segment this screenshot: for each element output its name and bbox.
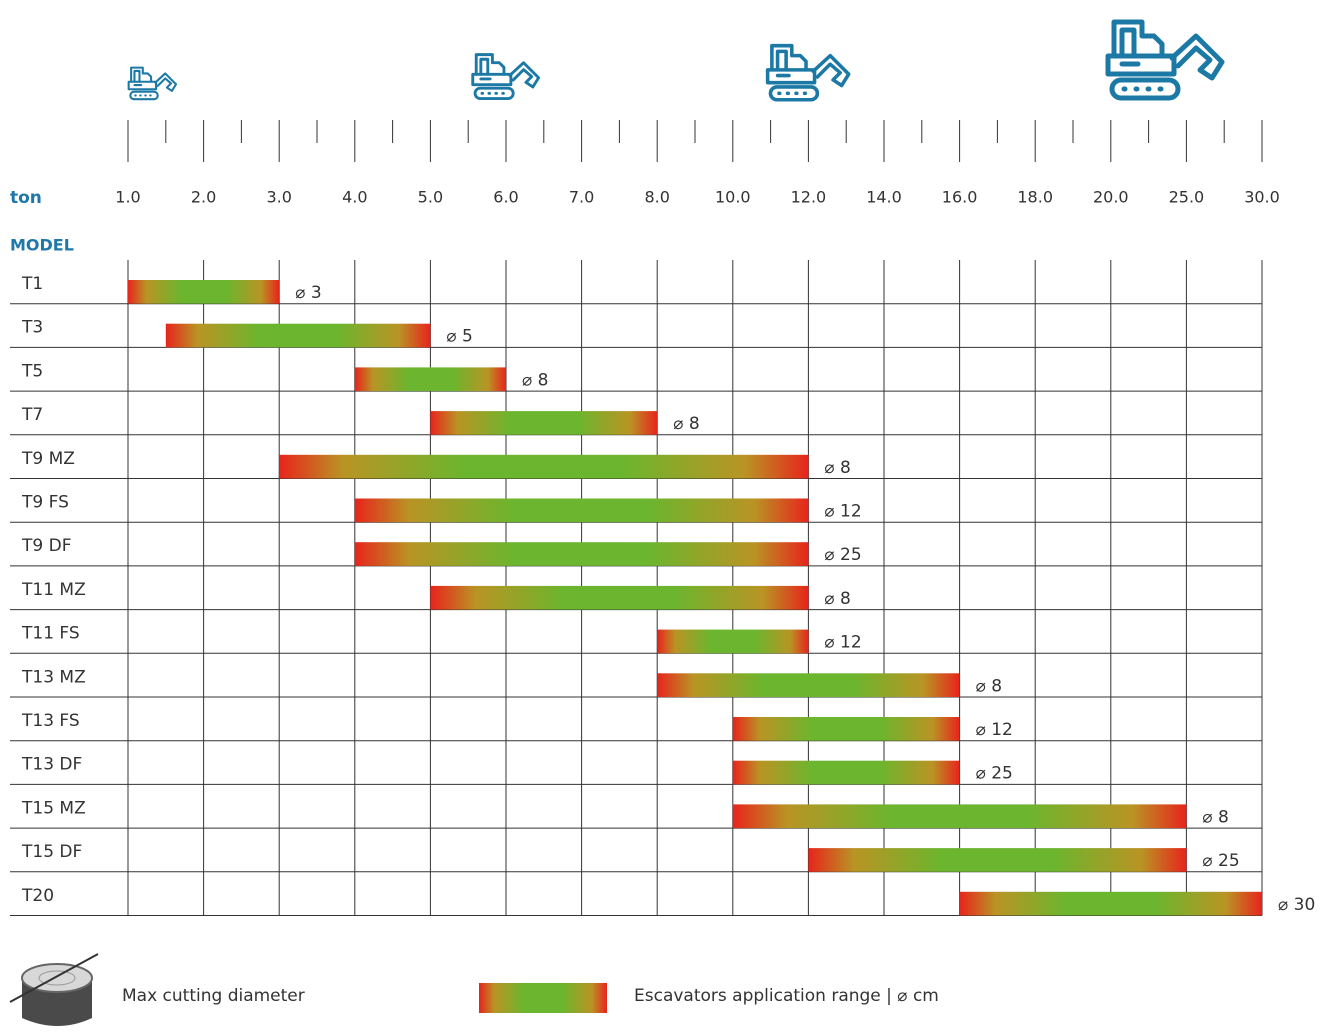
x-tick-label: 25.0 (1169, 188, 1205, 207)
diameter-label: ⌀ 8 (824, 458, 850, 478)
y-tick-label: T9 FS (21, 493, 69, 513)
y-tick-label: T20 (21, 886, 54, 906)
y-tick-label: T5 (21, 361, 43, 381)
range-bar (279, 454, 809, 479)
diameter-label: ⌀ 8 (976, 676, 1002, 696)
x-tick-label: 18.0 (1017, 188, 1053, 207)
y-tick-label: T13 MZ (21, 667, 86, 687)
x-tick-label: 16.0 (942, 188, 978, 207)
y-tick-label: T7 (21, 405, 43, 425)
diameter-label: ⌀ 12 (824, 633, 861, 653)
y-tick-label: T13 FS (21, 711, 80, 731)
range-bar (128, 280, 280, 304)
diameter-label: ⌀ 5 (446, 327, 472, 347)
diameter-label: ⌀ 8 (522, 370, 548, 390)
diameter-label: ⌀ 8 (1202, 807, 1228, 827)
y-axis-title: MODEL (10, 236, 74, 255)
x-tick-label: 1.0 (115, 188, 140, 207)
diameter-label: ⌀ 25 (1202, 851, 1239, 871)
excavator-icon (127, 66, 178, 101)
range-bar (732, 760, 960, 785)
range-bar (959, 891, 1262, 916)
legend-label: Max cutting diameter (122, 986, 305, 1006)
range-bar (657, 629, 809, 654)
legend-swatch (479, 983, 607, 1013)
x-tick-label: 30.0 (1244, 188, 1280, 207)
y-tick-label: T11 MZ (21, 580, 86, 600)
y-tick-label: T9 MZ (21, 449, 75, 469)
legend: Max cutting diameter Escavators applicat… (9, 953, 939, 1026)
diameter-label: ⌀ 8 (673, 414, 699, 434)
x-tick-label: 3.0 (266, 188, 291, 207)
x-tick-label: 6.0 (493, 188, 518, 207)
x-tick-label: 4.0 (342, 188, 367, 207)
diameter-label: ⌀ 3 (295, 283, 321, 303)
diameter-label: ⌀ 8 (824, 589, 850, 609)
excavator-icon (765, 43, 851, 102)
excavator-icon (1108, 22, 1222, 98)
x-tick-label: 2.0 (191, 188, 216, 207)
diameter-label: ⌀ 25 (824, 545, 861, 565)
diameter-label: ⌀ 12 (976, 720, 1013, 740)
legend-label: Escavators application range | ⌀ cm (634, 986, 939, 1006)
y-tick-label: T13 DF (21, 755, 82, 775)
x-tick-label: 20.0 (1093, 188, 1129, 207)
y-tick-label: T1 (21, 274, 43, 294)
y-tick-label: T9 DF (21, 536, 71, 556)
y-tick-label: T11 FS (21, 624, 80, 644)
range-bar (430, 585, 809, 610)
y-tick-label: T3 (21, 318, 43, 338)
range-bar (430, 411, 658, 435)
x-tick-label: 7.0 (569, 188, 594, 207)
x-tick-label: 12.0 (791, 188, 827, 207)
log-icon (9, 953, 99, 1026)
x-tick-label: 14.0 (866, 188, 902, 207)
range-bar (732, 717, 960, 741)
range-bar (657, 673, 960, 697)
diameter-label: ⌀ 25 (976, 764, 1013, 784)
diameter-label: ⌀ 12 (824, 502, 861, 522)
x-axis-title: ton (10, 188, 42, 208)
x-tick-label: 5.0 (418, 188, 443, 207)
range-bar (732, 804, 1187, 829)
diameter-label: ⌀ 30 (1278, 895, 1315, 915)
excavator-icon (471, 53, 541, 100)
range-bar (354, 498, 809, 523)
range-bar (808, 848, 1187, 872)
range-bar (165, 323, 431, 348)
range-bar (354, 542, 809, 566)
x-tick-label: 10.0 (715, 188, 751, 207)
range-bar (354, 367, 506, 392)
y-tick-label: T15 DF (21, 842, 82, 862)
x-tick-label: 8.0 (644, 188, 669, 207)
y-tick-label: T15 MZ (21, 798, 86, 818)
